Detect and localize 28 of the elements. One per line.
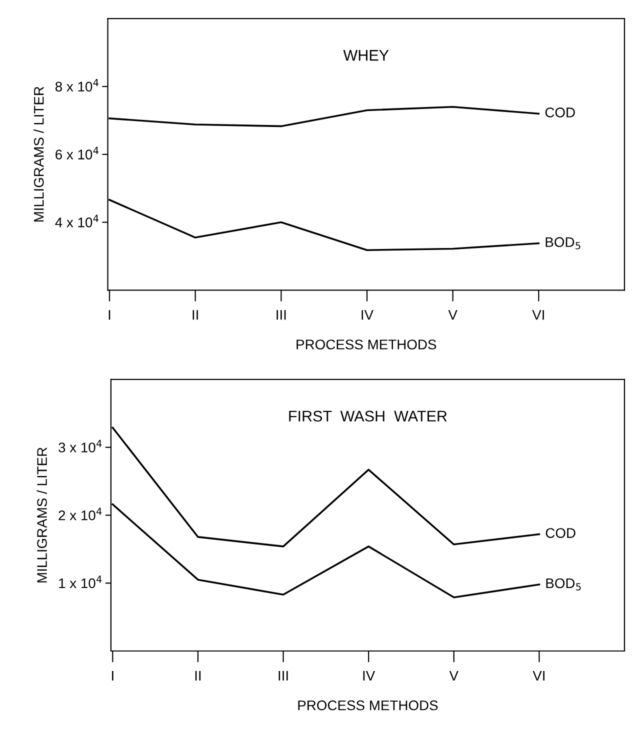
x-tick-label: I: [108, 310, 110, 320]
y-axis-title: MILLIGRAMS / LITER: [36, 448, 47, 582]
x-tick-label: VI: [532, 310, 544, 320]
text: WHEY: [343, 50, 389, 61]
x-tick-label: V: [448, 310, 458, 320]
x-axis-title: PROCESS METHODS: [296, 340, 436, 350]
y-tick-label: 2 x 10$^{4}$: [58, 508, 102, 520]
x-tick-label: I: [112, 670, 114, 681]
y-tick-label: 1 x 10$^{4}$: [59, 576, 102, 588]
y-tick-label: 4 x 10$^{4}$: [55, 214, 98, 228]
y-tick-label: 8 x 10$^{4}$: [55, 79, 98, 92]
x-tick-label: V: [449, 670, 458, 681]
text: FIRST WASH WATER: [289, 410, 447, 422]
series-label: COD: [546, 528, 576, 538]
x-tick-label: IV: [362, 310, 374, 320]
series-label: COD: [545, 108, 575, 118]
series-label: BOD$_{5}$: [546, 237, 580, 250]
x-tick-label: III: [276, 310, 286, 320]
x-tick-label: IV: [363, 670, 376, 681]
y-axis-title: MILLIGRAMS / LITER: [34, 86, 44, 222]
series-label: BOD$_{5}$: [546, 578, 581, 590]
x-axis-title: PROCESS METHODS: [298, 700, 438, 710]
y-tick-label: 3 x 10$^{4}$: [58, 440, 102, 452]
x-tick-label: VI: [532, 670, 544, 681]
x-tick-label: II: [195, 670, 201, 681]
x-tick-label: III: [278, 670, 288, 681]
x-tick-label: II: [192, 310, 198, 320]
y-tick-label: 6 x 10$^{4}$: [56, 146, 98, 160]
